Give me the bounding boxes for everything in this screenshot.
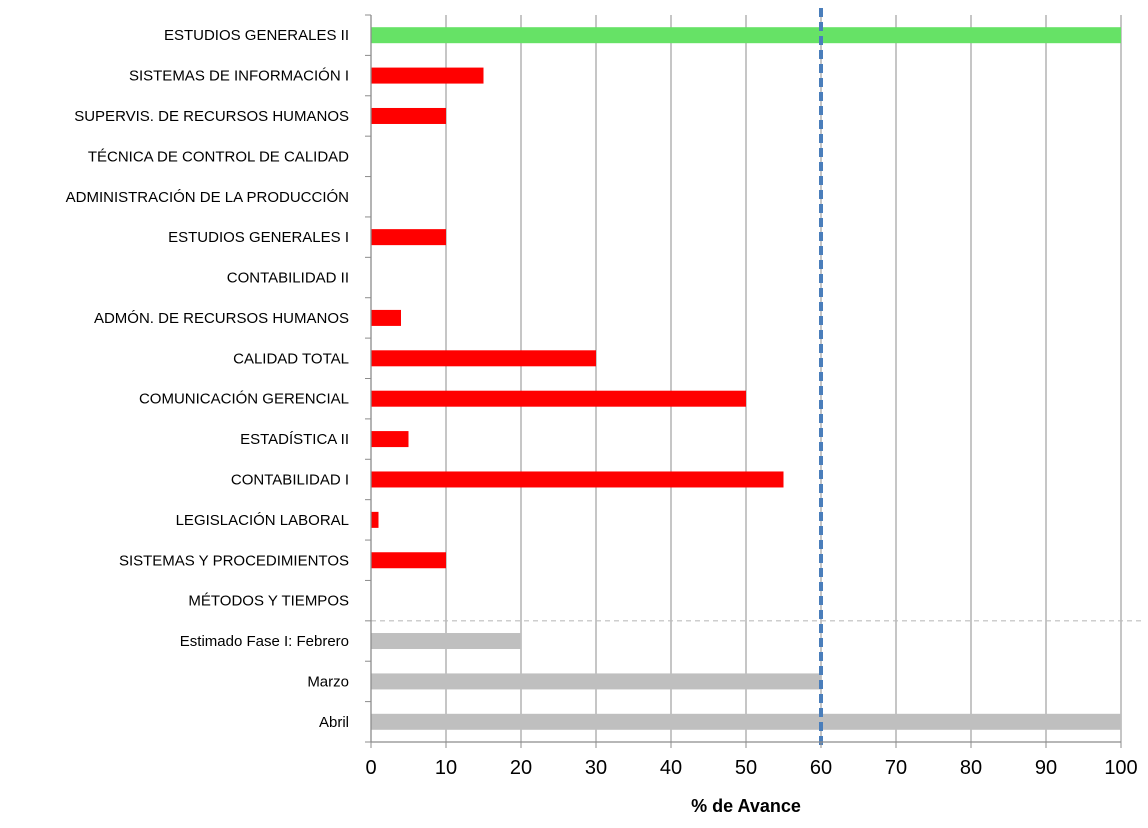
category-label: CONTABILIDAD I (231, 471, 349, 488)
bar (371, 350, 596, 367)
bar (371, 713, 1121, 730)
category-label: COMUNICACIÓN GERENCIAL (139, 391, 349, 408)
bar (371, 471, 784, 488)
category-label: Abril (319, 714, 349, 731)
category-label: MÉTODOS Y TIEMPOS (188, 593, 349, 610)
x-tick-label: 90 (1035, 757, 1057, 779)
x-tick-label: 70 (885, 757, 907, 779)
bar (371, 67, 484, 84)
bar (371, 390, 746, 407)
gridlines (445, 15, 1122, 742)
bar (371, 309, 401, 326)
bar (371, 511, 379, 528)
x-tick-label: 40 (660, 757, 682, 779)
category-label: ESTUDIOS GENERALES I (168, 229, 349, 246)
x-tick-label: 50 (735, 757, 757, 779)
bar (371, 552, 446, 569)
bar (371, 431, 409, 448)
category-label: LEGISLACIÓN LABORAL (176, 512, 349, 529)
category-label: ADMÓN. DE RECURSOS HUMANOS (94, 310, 349, 327)
category-label: SUPERVIS. DE RECURSOS HUMANOS (74, 108, 349, 125)
category-label: CONTABILIDAD II (227, 270, 349, 287)
x-tick-label: 80 (960, 757, 982, 779)
bar (371, 633, 521, 650)
category-label: TÉCNICA DE CONTROL DE CALIDAD (88, 148, 349, 165)
x-tick-label: 60 (810, 757, 832, 779)
bar (371, 107, 446, 124)
category-labels: ESTUDIOS GENERALES II SISTEMAS DE INFORMA… (66, 14, 371, 743)
x-tick-label: 10 (435, 757, 457, 779)
x-tick-label: 30 (585, 757, 607, 779)
bar (371, 673, 821, 690)
category-label: ADMINISTRACIÓN DE LA PRODUCCIÓN (66, 189, 349, 206)
category-label: ESTADÍSTICA II (240, 431, 349, 448)
x-tick-label: 100 (1104, 757, 1137, 779)
x-axis-title: % de Avance (691, 796, 801, 816)
bars (371, 27, 1121, 730)
x-tick-label: 20 (510, 757, 532, 779)
category-label: Estimado Fase I: Febrero (180, 633, 349, 650)
category-label: CALIDAD TOTAL (233, 350, 349, 367)
x-axis-ticks: 0 10 20 30 40 50 60 70 80 90 100 (365, 742, 1138, 779)
category-label: SISTEMAS DE INFORMACIÓN I (129, 68, 349, 85)
x-tick-label: 0 (365, 757, 376, 779)
category-label: Marzo (307, 673, 349, 690)
bar (371, 229, 446, 246)
category-label: ESTUDIOS GENERALES II (164, 27, 349, 44)
category-label: SISTEMAS Y PROCEDIMIENTOS (119, 552, 349, 569)
bar (371, 27, 1121, 44)
